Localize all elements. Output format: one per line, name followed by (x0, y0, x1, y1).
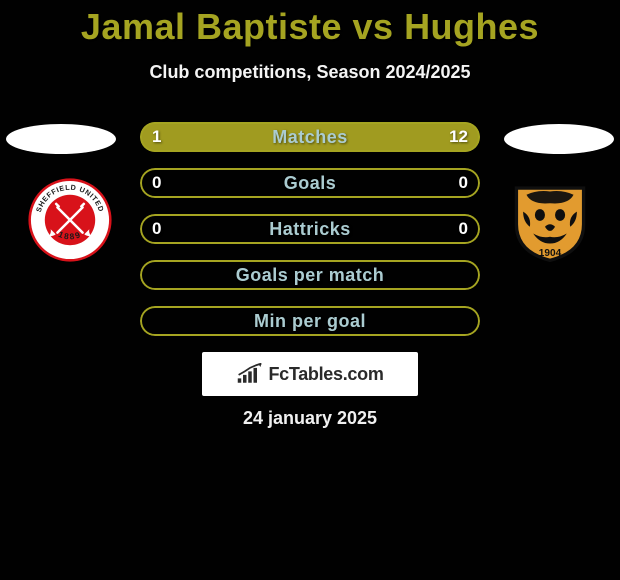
stat-row: Min per goal (140, 306, 480, 336)
team-crest-left: SHEFFIELD UNITED 1889 (20, 178, 120, 262)
stat-row: 00Hattricks (140, 214, 480, 244)
player-placeholder-right (504, 124, 614, 154)
bar-label: Min per goal (140, 306, 480, 336)
bar-label: Hattricks (140, 214, 480, 244)
bar-label: Goals per match (140, 260, 480, 290)
comparison-bars: 112Matches 00Goals 00Hattricks Goals per ma… (140, 122, 480, 352)
date-stamp: 24 january 2025 (0, 408, 620, 429)
brand-icon (236, 363, 264, 385)
stat-row: 112Matches (140, 122, 480, 152)
player-placeholder-left (6, 124, 116, 154)
subtitle: Club competitions, Season 2024/2025 (0, 62, 620, 83)
page-title: Jamal Baptiste vs Hughes (0, 0, 620, 48)
crest-right-year: 1904 (539, 248, 562, 259)
brand-text: FcTables.com (268, 364, 383, 385)
stat-row: Goals per match (140, 260, 480, 290)
brand-box: FcTables.com (202, 352, 418, 396)
bar-label: Goals (140, 168, 480, 198)
bar-label: Matches (140, 122, 480, 152)
stat-row: 00Goals (140, 168, 480, 198)
team-crest-right: 1904 (500, 178, 600, 262)
